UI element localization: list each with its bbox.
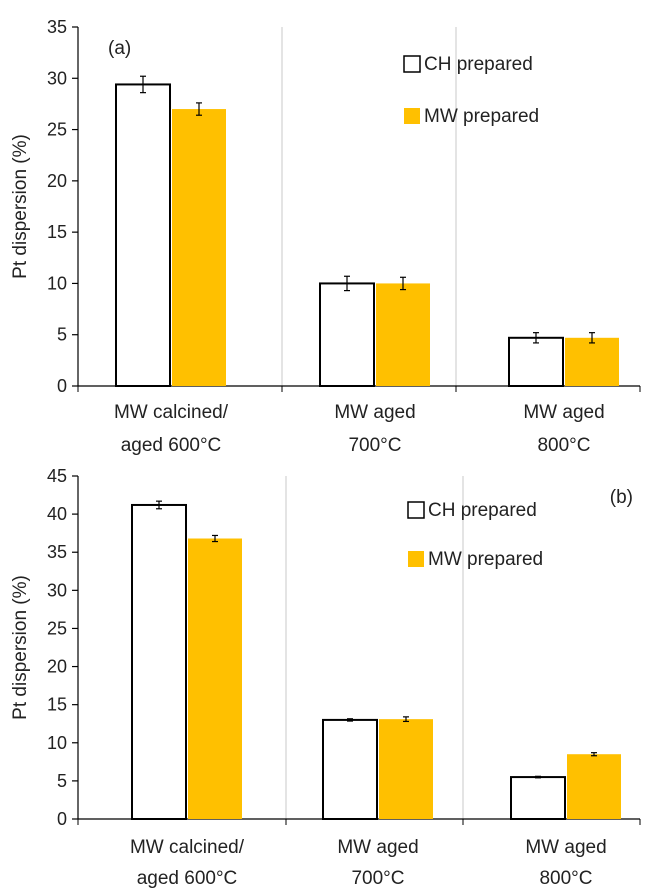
legend-swatch-mw-prepared	[408, 551, 424, 567]
bar-mw-prepared	[565, 337, 619, 386]
category-label: MW aged	[334, 402, 415, 423]
y-tick-label: 45	[47, 466, 67, 486]
legend-label-mw-prepared: MW prepared	[428, 549, 543, 570]
legend-label-ch-prepared: CH prepared	[424, 54, 533, 75]
category-label: MW aged	[523, 402, 604, 423]
legend-swatch-ch-prepared	[403, 55, 421, 73]
legend-swatch-ch-prepared	[407, 501, 425, 519]
y-tick-label: 25	[47, 618, 67, 638]
y-tick-label: 20	[47, 657, 67, 677]
bar-ch-prepared	[115, 83, 171, 387]
bar-mw-prepared	[376, 283, 430, 386]
category-label: 700°C	[348, 435, 401, 456]
category-label: MW calcined/	[114, 402, 229, 423]
y-tick-label: 10	[47, 733, 67, 753]
y-tick-label: 40	[47, 504, 67, 524]
panel-label: (a)	[108, 38, 131, 59]
bar-ch-prepared	[508, 336, 564, 388]
bar-mw-prepared	[188, 538, 242, 819]
category-label: 800°C	[539, 868, 592, 889]
y-tick-label: 25	[47, 120, 67, 140]
category-label: MW aged	[337, 837, 418, 858]
y-tick-label: 15	[47, 222, 67, 242]
bar-ch-prepared	[322, 718, 378, 821]
y-tick-label: 0	[57, 376, 67, 396]
bar-mw-prepared	[172, 109, 226, 387]
y-tick-label: 30	[47, 68, 67, 88]
y-tick-label: 35	[47, 17, 67, 37]
category-label: MW calcined/	[130, 837, 245, 858]
panel-label: (b)	[610, 487, 633, 508]
category-label: MW aged	[525, 837, 606, 858]
chart-panel-a: 0 5 10 15 20 25 30 35 Pt dispersion (%) MW calcin…	[10, 17, 641, 456]
legend-label-mw-prepared: MW prepared	[424, 106, 539, 127]
y-tick-label: 35	[47, 542, 67, 562]
y-tick-label: 10	[47, 273, 67, 293]
category-label: 700°C	[351, 868, 404, 889]
y-tick-label: 5	[57, 771, 67, 791]
y-tick-label: 5	[57, 325, 67, 345]
legend-swatch-mw-prepared	[404, 108, 420, 124]
category-label: 800°C	[537, 435, 590, 456]
bar-mw-prepared	[567, 754, 621, 819]
category-label: aged 600°C	[137, 868, 238, 889]
y-tick-label: 20	[47, 171, 67, 191]
y-tick-label: 30	[47, 580, 67, 600]
bar-mw-prepared	[379, 719, 433, 819]
category-label: aged 600°C	[121, 435, 222, 456]
bar-ch-prepared	[510, 776, 566, 820]
legend: CH prepared MW prepared	[403, 54, 539, 127]
legend-label-ch-prepared: CH prepared	[428, 500, 537, 521]
bar-ch-prepared	[131, 503, 187, 820]
y-axis-label: Pt dispersion (%)	[10, 575, 31, 720]
legend: CH prepared MW prepared	[407, 500, 543, 570]
y-tick-label: 15	[47, 695, 67, 715]
y-tick-label: 0	[57, 809, 67, 829]
bar-ch-prepared	[319, 282, 375, 387]
chart-panel-b: 0 5 10 15 20 25 30 35 40 45 Pt dispersion (%) MW ca…	[10, 466, 641, 889]
y-axis-label: Pt dispersion (%)	[10, 134, 31, 279]
